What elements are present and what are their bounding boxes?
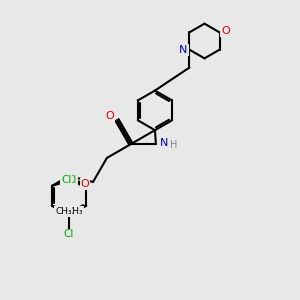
Text: Cl: Cl [61, 175, 71, 185]
Text: Cl: Cl [64, 230, 74, 239]
Text: CH₃: CH₃ [55, 207, 72, 216]
Text: N: N [160, 138, 169, 148]
Text: N: N [179, 45, 188, 55]
Text: H: H [169, 140, 177, 150]
Text: O: O [221, 26, 230, 36]
Text: O: O [81, 179, 89, 189]
Text: O: O [106, 111, 115, 121]
Text: Cl: Cl [67, 175, 77, 185]
Text: CH₃: CH₃ [66, 207, 83, 216]
